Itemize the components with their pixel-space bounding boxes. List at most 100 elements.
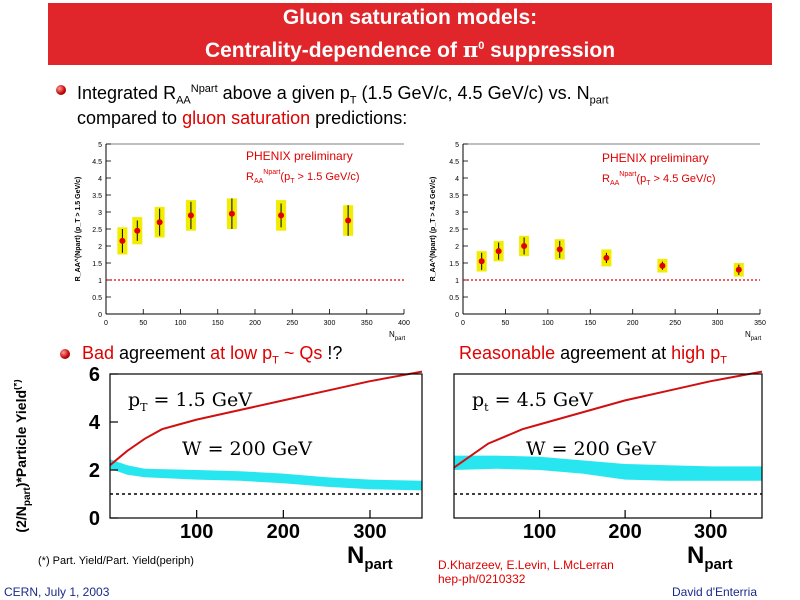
y-tick-label: 2 (98, 244, 102, 251)
y-tick-label: 5 (455, 142, 459, 149)
footer-right: David d'Enterria (672, 585, 757, 599)
plot-frame (453, 373, 763, 519)
data-point (119, 237, 126, 244)
x-tick-label: 0 (461, 320, 465, 327)
data-point (156, 219, 163, 226)
x-tick-label: 100 (180, 521, 213, 543)
y-tick-label: 2 (89, 460, 100, 482)
x-axis-label: Npart (745, 330, 761, 341)
bullet-3-text: Reasonable agreement at high pT (459, 343, 727, 367)
data-point (345, 217, 352, 224)
title-bar: Gluon saturation models: Centrality-depe… (48, 3, 772, 65)
chart-label-main: PHENIX preliminary (602, 151, 709, 165)
data-point (134, 227, 141, 234)
chart-label-sub: RAANpart(pT > 4.5 GeV/c) (602, 171, 716, 187)
x-tick-label: 300 (353, 521, 386, 543)
data-point (556, 246, 563, 253)
y-tick-label: 3.5 (92, 193, 102, 200)
y-axis-label: (2/Npart)*Particle Yield(*) (14, 379, 33, 532)
chart-rpart-low-pt: 00.511.522.533.544.550 50 100 150 200 250 300 3… (74, 142, 410, 341)
x-tick-label: 200 (249, 320, 261, 327)
bullet-2-text: Bad agreement at low pT ~ Qs !? (82, 343, 343, 367)
x-tick-label: 100 (523, 521, 556, 543)
y-tick-label: 1.5 (449, 261, 459, 268)
annotation-pt: pT = 1.5 GeV (128, 389, 252, 414)
x-tick-label: 300 (324, 320, 336, 327)
x-tick-label: 250 (286, 320, 298, 327)
x-tick-label: 150 (212, 320, 224, 327)
x-tick-label: 300 (694, 521, 727, 543)
y-tick-label: 4.5 (92, 159, 102, 166)
y-axis-label: R_AA^(Npart) (p_T > 1.5 GeV/c) (74, 177, 82, 282)
plot-frame (109, 373, 423, 519)
y-tick-label: 0 (89, 508, 100, 530)
y-tick-label: 4 (455, 176, 459, 183)
prediction-curve (109, 370, 423, 466)
y-tick-label: 4 (89, 412, 101, 434)
x-axis-label: Npart (687, 542, 733, 573)
title-line-2: Centrality-dependence of π0 suppression (48, 32, 772, 65)
bullet-1-line-1: Integrated RAANpart above a given pT (1.… (77, 83, 609, 107)
title-line-1: Gluon saturation models: (282, 6, 538, 29)
x-tick-label: 300 (712, 320, 724, 327)
data-point (478, 258, 485, 265)
annotation-w: W = 200 GeV (182, 438, 312, 460)
x-tick-label: 200 (608, 521, 641, 543)
x-tick-label: 100 (175, 320, 187, 327)
reference-authors: D.Kharzeev, E.Levin, L.McLerran (438, 558, 614, 572)
y-tick-label: 4 (98, 176, 102, 183)
footer-left: CERN, July 1, 2003 (4, 585, 110, 599)
data-point (228, 210, 235, 217)
pi-superscript: 0 (478, 40, 485, 52)
x-tick-label: 350 (754, 320, 766, 327)
chart-label-sub: RAANpart(pT > 1.5 GeV/c) (246, 169, 360, 185)
y-tick-label: 3.5 (449, 193, 459, 200)
annotation-pt: pt = 4.5 GeV (472, 389, 593, 414)
x-tick-label: 250 (669, 320, 681, 327)
y-tick-label: 2.5 (92, 227, 102, 234)
y-tick-label: 0.5 (449, 295, 459, 302)
x-tick-label: 400 (398, 320, 410, 327)
data-point (187, 212, 194, 219)
y-tick-label: 0 (98, 312, 102, 319)
data-point (521, 243, 528, 249)
prediction-band (454, 455, 762, 481)
x-tick-label: 100 (542, 320, 554, 327)
data-point (735, 266, 742, 273)
data-point (659, 262, 666, 269)
y-tick-label: 1 (98, 278, 102, 285)
footnote: (*) Part. Yield/Part. Yield(periph) (38, 555, 194, 567)
prediction-band (110, 459, 422, 491)
x-tick-label: 0 (104, 320, 108, 327)
y-tick-label: 6 (89, 364, 100, 386)
reference-arxiv: hep-ph/0210332 (438, 572, 526, 586)
pi-symbol: π (462, 37, 479, 62)
x-tick-label: 150 (584, 320, 596, 327)
y-tick-label: 3 (455, 210, 459, 217)
data-point (603, 254, 610, 261)
chart-label-main: PHENIX preliminary (246, 149, 353, 163)
chart-rpart-high-pt: 00.511.522.533.544.550 50 100 150 200 250 300 3… (429, 142, 766, 341)
title-line-2-text: Centrality-dependence of (204, 39, 463, 62)
bullet-1-line-2: compared to gluon saturation predictions… (77, 108, 408, 128)
y-tick-label: 1.5 (92, 261, 102, 268)
bullet-icon (56, 85, 66, 95)
x-tick-label: 350 (361, 320, 373, 327)
x-tick-label: 50 (139, 320, 147, 327)
data-point (495, 248, 502, 255)
x-axis-label: Npart (389, 330, 405, 341)
y-tick-label: 2 (455, 244, 459, 251)
y-tick-label: 0.5 (92, 295, 102, 302)
x-tick-label: 200 (267, 521, 300, 543)
prediction-curve (453, 370, 763, 469)
bullet-icon (60, 349, 70, 359)
annotation-w: W = 200 GeV (526, 438, 656, 460)
y-tick-label: 3 (98, 210, 102, 217)
data-point (278, 212, 285, 219)
y-tick-label: 5 (98, 142, 102, 149)
x-axis-label: Npart (347, 542, 393, 573)
y-tick-label: 2.5 (449, 227, 459, 234)
title-line-2-suffix: suppression (484, 39, 616, 62)
